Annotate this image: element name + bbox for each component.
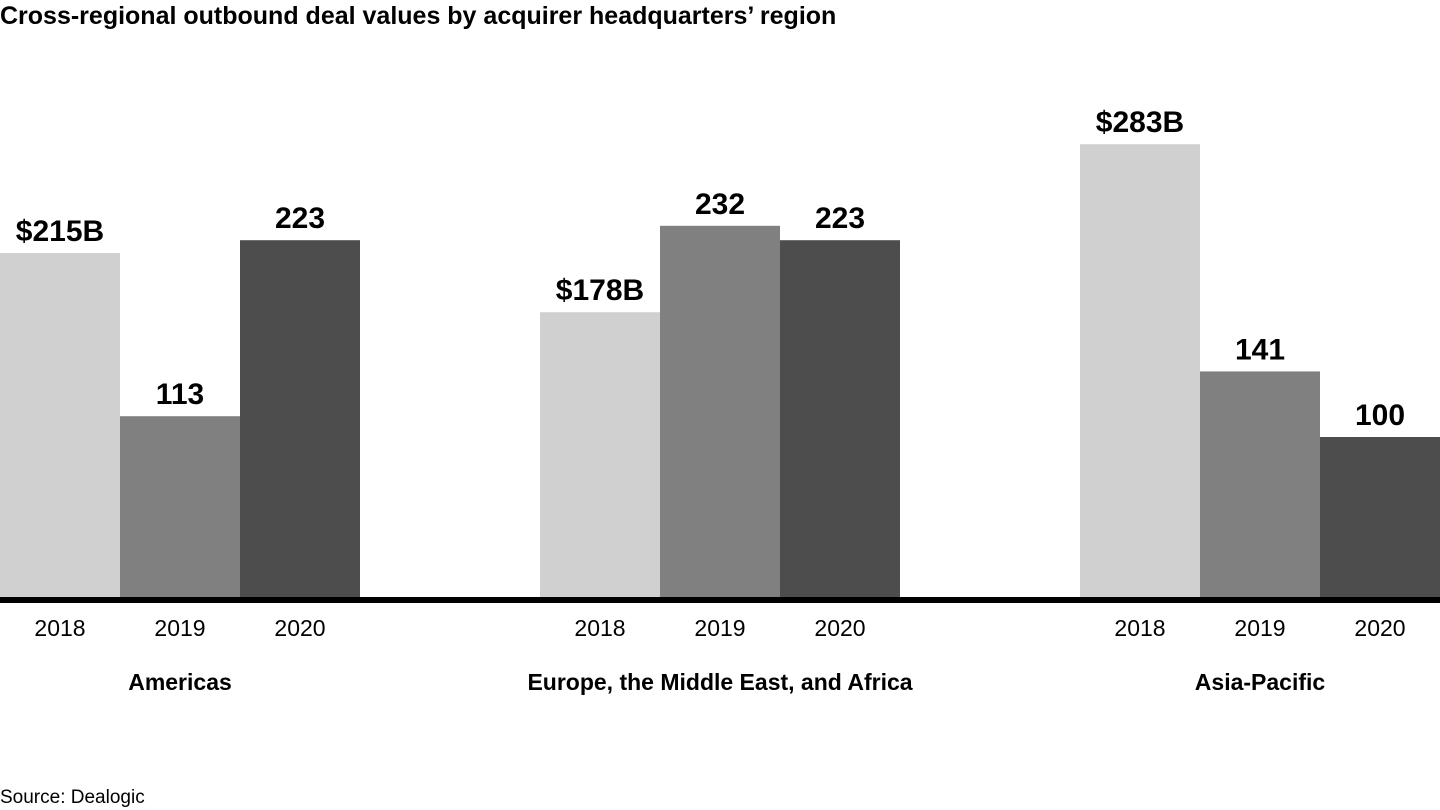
bar-europe-the-middle-east-and-africa-2019 (660, 225, 780, 598)
value-label-europe-the-middle-east-and-africa-2018: $178B (556, 274, 644, 307)
source-note: Source: Dealogic (0, 787, 145, 808)
x-tick-label-americas-2020: 2020 (274, 615, 325, 641)
bar-asia-pacific-2020 (1320, 437, 1440, 597)
bar-europe-the-middle-east-and-africa-2020 (780, 240, 900, 597)
x-tick-label-layer: 2018 2019 2020 2018 2019 2020 2018 2019 2020 (34, 615, 1405, 641)
x-tick-label-americas-2019: 2019 (154, 615, 205, 641)
value-label-asia-pacific-2020: 100 (1355, 399, 1405, 432)
bar-layer (0, 144, 1440, 598)
value-label-layer: $215B 113 223 $178B 232 223 $283B 141 100 (16, 106, 1405, 432)
group-label-europe-the-middle-east-and-africa: Europe, the Middle East, and Africa (527, 669, 912, 695)
value-label-americas-2018: $215B (16, 215, 104, 248)
group-label-asia-pacific: Asia-Pacific (1195, 669, 1326, 695)
bar-americas-2020 (240, 240, 360, 597)
bar-europe-the-middle-east-and-africa-2018 (540, 312, 660, 597)
value-label-americas-2020: 223 (275, 202, 325, 235)
x-tick-label-asia-pacific-2019: 2019 (1234, 615, 1285, 641)
x-tick-label-europe-the-middle-east-and-africa-2019: 2019 (694, 615, 745, 641)
value-label-americas-2019: 113 (156, 378, 204, 411)
x-tick-label-europe-the-middle-east-and-africa-2018: 2018 (574, 615, 625, 641)
value-label-europe-the-middle-east-and-africa-2020: 223 (815, 202, 865, 235)
group-label-americas: Americas (128, 669, 232, 695)
value-label-europe-the-middle-east-and-africa-2019: 232 (695, 188, 745, 221)
x-tick-label-europe-the-middle-east-and-africa-2020: 2020 (814, 615, 865, 641)
value-label-asia-pacific-2019: 141 (1235, 333, 1285, 366)
chart-title: Cross-regional outbound deal values by a… (0, 2, 837, 30)
group-label-layer: Americas Europe, the Middle East, and Afr… (128, 669, 1325, 695)
bar-asia-pacific-2018 (1080, 144, 1200, 597)
x-tick-label-asia-pacific-2018: 2018 (1114, 615, 1165, 641)
bar-asia-pacific-2019 (1200, 371, 1320, 597)
bar-americas-2018 (0, 253, 120, 597)
x-tick-label-americas-2018: 2018 (34, 615, 85, 641)
bar-americas-2019 (120, 416, 240, 597)
value-label-asia-pacific-2018: $283B (1096, 106, 1184, 139)
x-tick-label-asia-pacific-2020: 2020 (1354, 615, 1405, 641)
